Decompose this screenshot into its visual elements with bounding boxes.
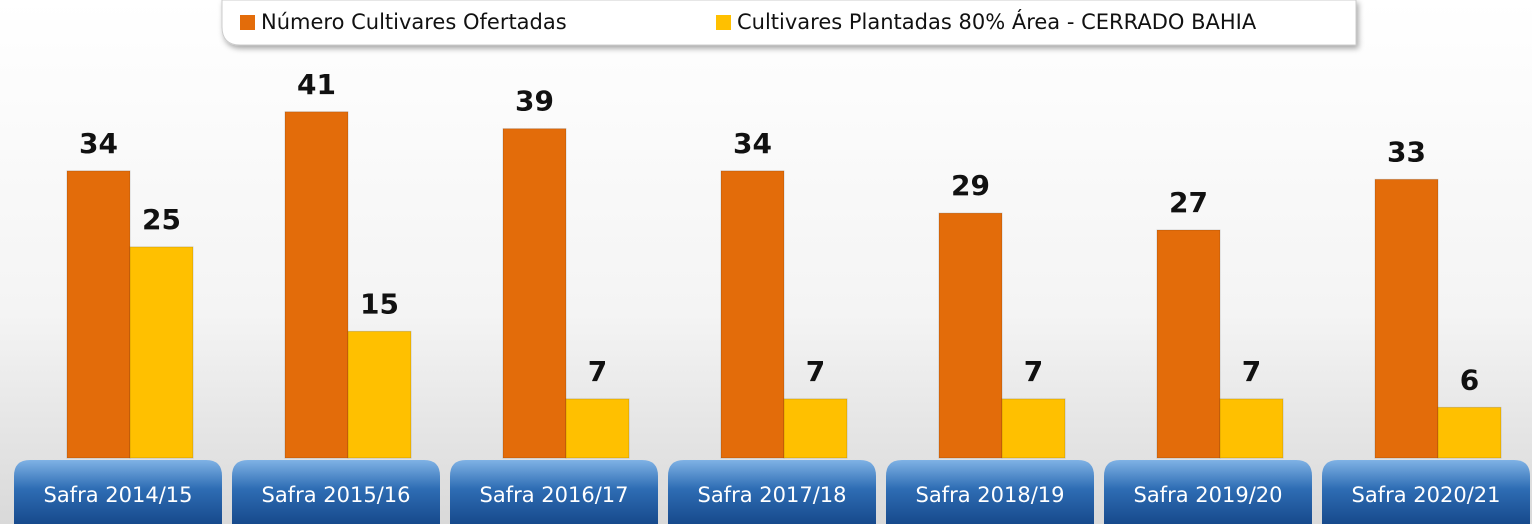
category-tab — [14, 460, 222, 524]
bar — [783, 398, 848, 459]
value-label: 34 — [733, 127, 772, 160]
x-tick-label: Safra 2019/20 — [1133, 483, 1282, 507]
category-tab — [1104, 460, 1312, 524]
bar — [66, 170, 131, 459]
bar — [720, 170, 785, 459]
value-label: 39 — [515, 85, 554, 118]
category-tab — [1322, 460, 1530, 524]
x-tick-label: Safra 2014/15 — [43, 483, 192, 507]
value-label: 25 — [142, 203, 181, 236]
value-label: 7 — [806, 355, 825, 388]
value-label: 27 — [1169, 186, 1208, 219]
category-tab — [232, 460, 440, 524]
bar — [565, 398, 630, 459]
category-tab — [450, 460, 658, 524]
bar — [1156, 229, 1221, 459]
bar — [938, 212, 1003, 459]
value-label: 7 — [1024, 355, 1043, 388]
value-label: 34 — [79, 127, 118, 160]
legend-label: Número Cultivares Ofertadas — [261, 10, 567, 34]
legend-swatch — [716, 15, 731, 30]
legend-swatch — [240, 15, 255, 30]
legend-label: Cultivares Plantadas 80% Área - CERRADO … — [737, 9, 1257, 34]
bar — [1001, 398, 1066, 459]
value-label: 6 — [1460, 363, 1479, 396]
category-tab — [886, 460, 1094, 524]
bar — [347, 330, 412, 459]
x-tick-label: Safra 2020/21 — [1351, 483, 1500, 507]
legend-box — [221, 0, 1357, 46]
bar — [1374, 178, 1439, 459]
value-label: 7 — [588, 355, 607, 388]
bar — [284, 111, 349, 459]
x-tick-label: Safra 2016/17 — [479, 483, 628, 507]
x-tick-label: Safra 2017/18 — [697, 483, 846, 507]
bar — [1437, 406, 1502, 459]
bar — [129, 246, 194, 459]
x-tick-label: Safra 2015/16 — [261, 483, 410, 507]
category-tab — [668, 460, 876, 524]
value-label: 15 — [360, 287, 399, 320]
bar — [1219, 398, 1284, 459]
x-tick-label: Safra 2018/19 — [915, 483, 1064, 507]
bar — [502, 128, 567, 459]
value-label: 33 — [1387, 135, 1426, 168]
value-label: 41 — [297, 68, 336, 101]
value-label: 7 — [1242, 355, 1261, 388]
value-label: 29 — [951, 169, 990, 202]
